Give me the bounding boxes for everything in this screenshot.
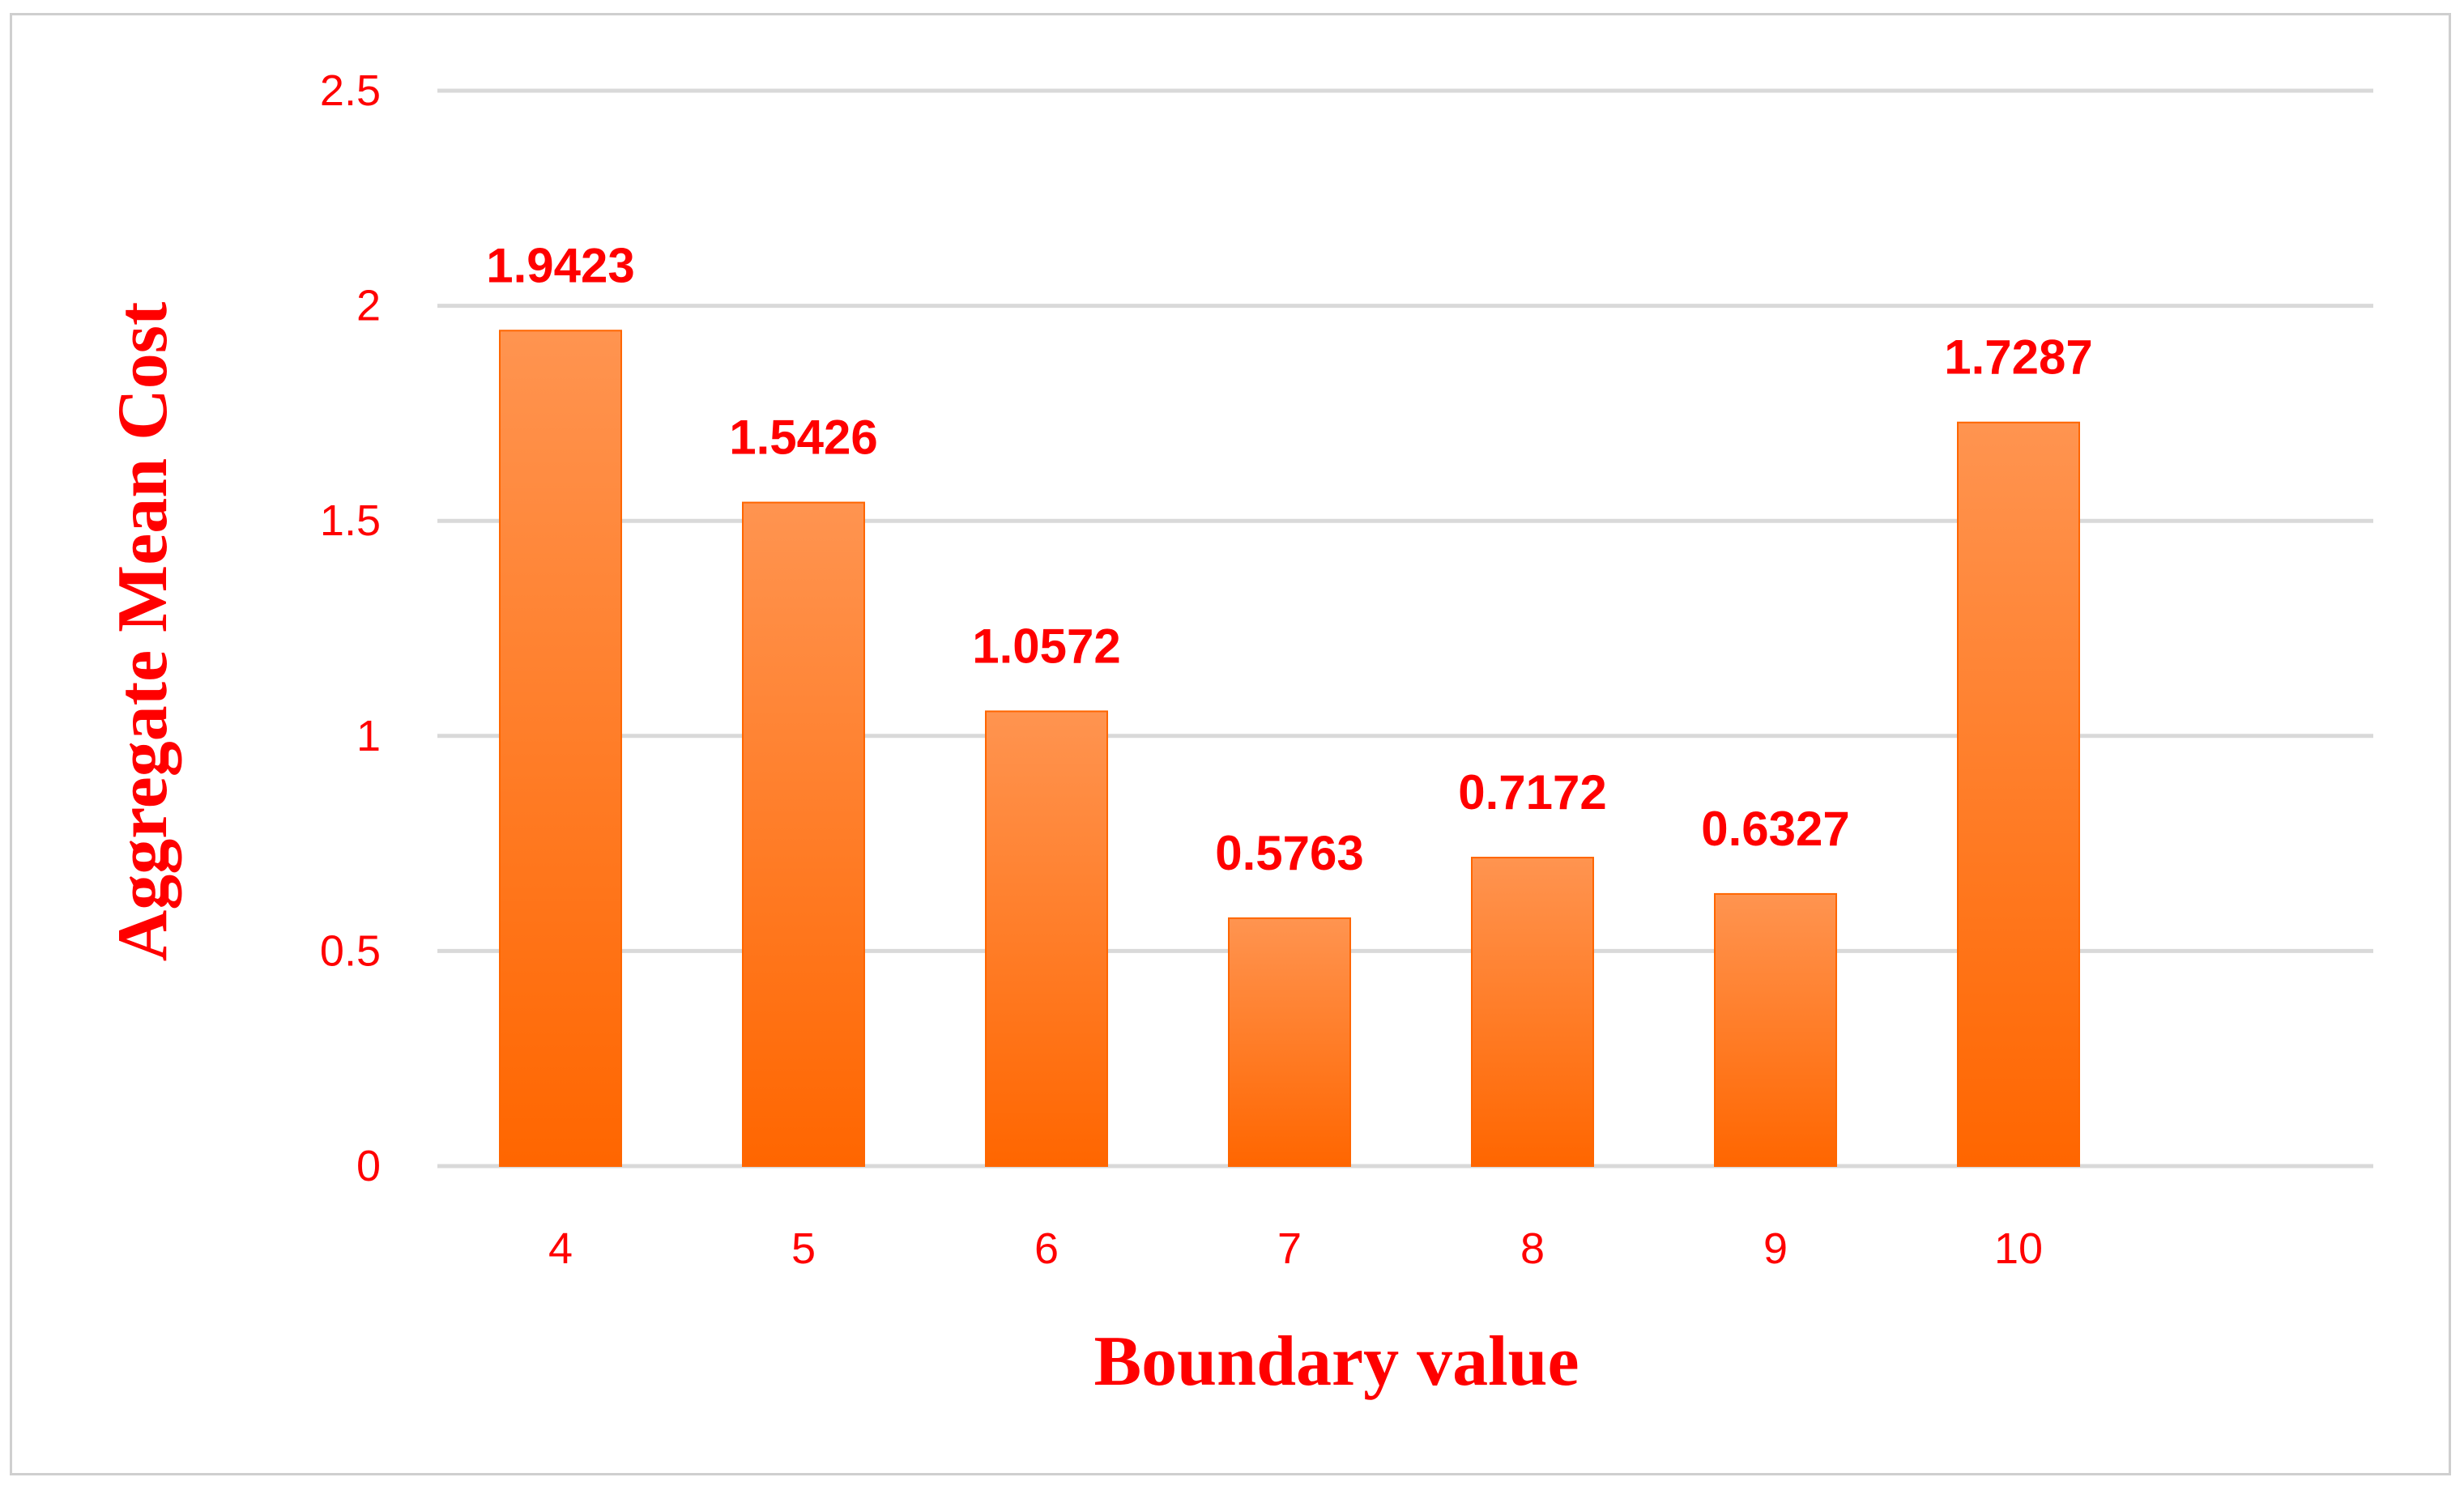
data-label: 0.6327 <box>1701 802 1850 856</box>
x-tick-label: 10 <box>1994 1224 2043 1273</box>
bars <box>499 330 2080 1168</box>
y-tick-labels: 0 0.5 1 1.5 2 2.5 <box>320 66 381 1190</box>
bar <box>1228 917 1351 1167</box>
x-tick-label: 7 <box>1277 1224 1302 1273</box>
x-tick-label: 5 <box>791 1224 816 1273</box>
y-axis-title: Aggregate Mean Cost <box>104 302 182 962</box>
y-tick-label: 2.5 <box>320 66 381 115</box>
x-axis-title: Boundary value <box>1093 1322 1579 1401</box>
data-label: 1.7287 <box>1944 330 2093 385</box>
data-labels: 1.9423 1.5426 1.0572 0.5763 0.7172 0.6327 1.72… <box>486 238 2093 880</box>
bar <box>1714 892 1837 1168</box>
gridlines <box>437 88 2373 1169</box>
y-tick-label: 1 <box>356 712 381 760</box>
data-label: 0.7172 <box>1458 765 1607 820</box>
y-tick-label: 0.5 <box>320 926 381 975</box>
x-tick-label: 9 <box>1763 1224 1788 1273</box>
x-tick-label: 6 <box>1034 1224 1059 1273</box>
y-tick-label: 1.5 <box>320 496 381 545</box>
data-label: 1.0572 <box>972 619 1121 673</box>
x-tick-labels: 4 5 6 7 8 9 10 <box>548 1224 2043 1273</box>
y-tick-label: 0 <box>356 1142 381 1190</box>
bar <box>1471 857 1594 1167</box>
data-label: 1.5426 <box>729 411 878 465</box>
bar <box>742 501 865 1167</box>
data-label: 0.5763 <box>1215 826 1364 880</box>
x-tick-label: 4 <box>548 1224 573 1273</box>
bar <box>1957 421 2080 1167</box>
x-tick-label: 8 <box>1520 1224 1545 1273</box>
y-tick-label: 2 <box>356 282 381 330</box>
bar <box>499 330 622 1167</box>
bar <box>985 710 1108 1167</box>
data-label: 1.9423 <box>486 238 635 292</box>
